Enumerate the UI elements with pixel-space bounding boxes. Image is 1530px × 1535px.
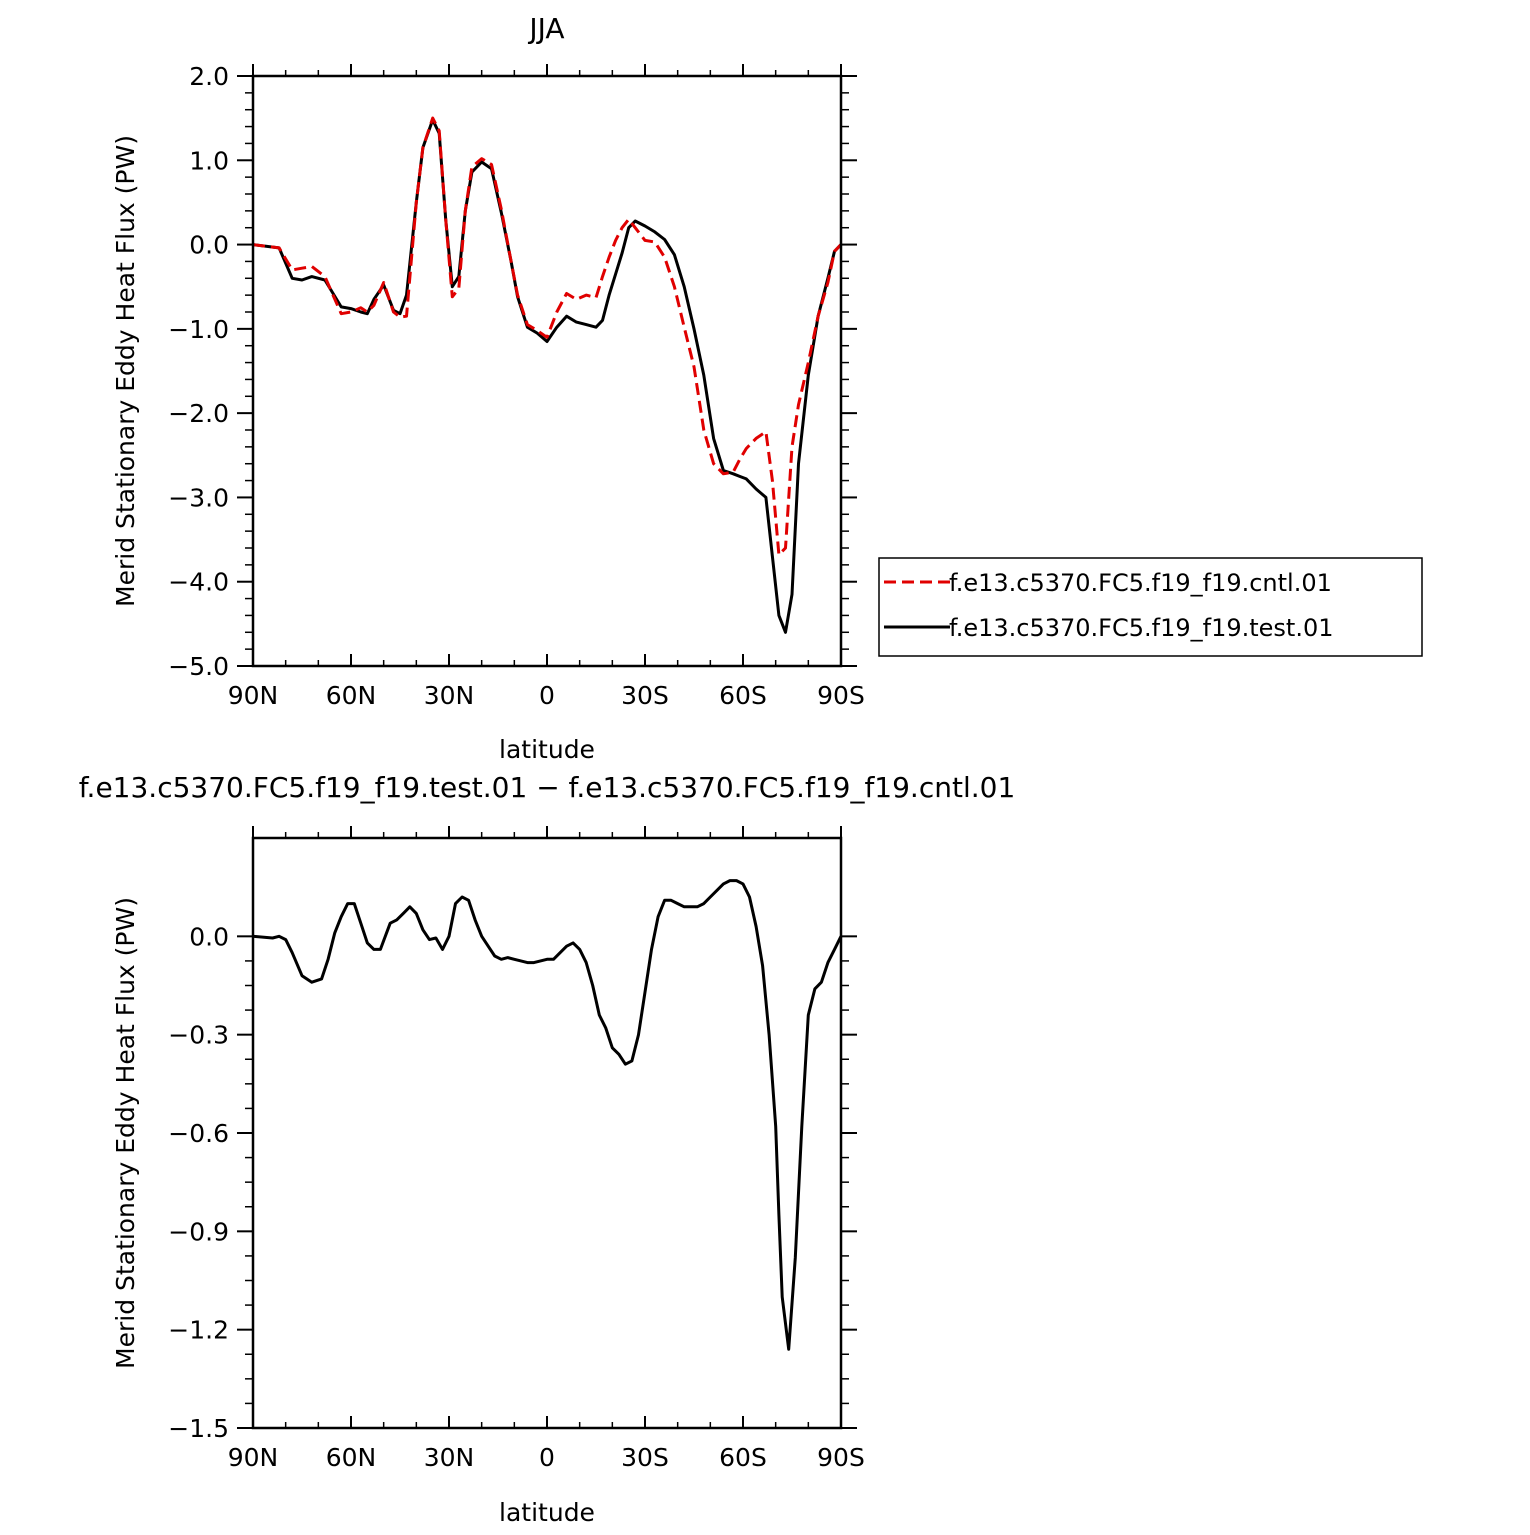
bottom-x-tick-label: 30S	[621, 1443, 669, 1472]
legend-label-cntl: f.e13.c5370.FC5.f19_f19.cntl.01	[949, 569, 1332, 597]
legend: f.e13.c5370.FC5.f19_f19.cntl.01 f.e13.c5…	[878, 557, 1423, 657]
bottom-x-tick-label: 90N	[228, 1443, 279, 1472]
bottom-series-line-difference	[252, 879, 843, 1351]
top-x-tick-label: 60N	[326, 681, 377, 710]
top-y-tick-label: −3.0	[168, 483, 229, 512]
top-x-tick-label: 0	[539, 681, 555, 710]
top-y-tick-label: −2.0	[168, 399, 229, 428]
bottom-x-tick-label: 90S	[817, 1443, 865, 1472]
top-x-tick-label: 90S	[817, 681, 865, 710]
top-series-line-cntl	[252, 116, 843, 557]
top-x-tick-label: 60S	[719, 681, 767, 710]
legend-box	[878, 557, 1423, 657]
top-y-tick-label: 0.0	[189, 231, 229, 260]
bottom-x-tick-label: 0	[539, 1443, 555, 1472]
bottom-y-tick-label: −1.2	[168, 1316, 229, 1345]
bottom-x-tick-label: 60S	[719, 1443, 767, 1472]
bottom-y-tick-label: −0.3	[168, 1021, 229, 1050]
top-y-tick-label: −1.0	[168, 315, 229, 344]
top-chart-panel: JJA 90N 60N 30N 0 30S 60S 90S 2.0 1.0 0.0 −1.0 −2.0…	[111, 12, 1423, 764]
bottom-y-tick-label: −1.5	[168, 1414, 229, 1443]
bottom-y-tick-label: −0.6	[168, 1119, 229, 1148]
bottom-chart-ticks	[237, 826, 857, 1429]
top-chart-series	[252, 116, 843, 634]
bottom-x-tick-label: 30N	[424, 1443, 475, 1472]
top-x-tick-label: 30N	[424, 681, 475, 710]
bottom-x-tick-label: 60N	[326, 1443, 377, 1472]
top-x-tick-label: 30S	[621, 681, 669, 710]
top-y-tick-label: 1.0	[189, 146, 229, 175]
legend-label-test: f.e13.c5370.FC5.f19_f19.test.01	[949, 614, 1334, 642]
top-series-line-test	[252, 118, 843, 634]
top-x-axis-label: latitude	[499, 735, 595, 764]
top-y-axis-label: Merid Stationary Eddy Heat Flux (PW)	[111, 135, 140, 607]
top-y-tick-label: −5.0	[168, 652, 229, 681]
top-chart-title: JJA	[527, 12, 564, 45]
top-chart-ticks	[237, 64, 857, 667]
bottom-chart-tick-labels: 90N 60N 30N 0 30S 60S 90S 0.0 −0.3 −0.6 −0.9 −1.2 −1…	[168, 922, 865, 1472]
top-y-tick-label: −4.0	[168, 568, 229, 597]
top-y-tick-label: 2.0	[189, 62, 229, 91]
bottom-y-tick-label: 0.0	[189, 922, 229, 951]
top-chart-tick-labels: 90N 60N 30N 0 30S 60S 90S 2.0 1.0 0.0 −1.0 −2.0 −3.0…	[168, 62, 865, 710]
top-plot-frame	[251, 74, 843, 668]
bottom-y-tick-label: −0.9	[168, 1217, 229, 1246]
bottom-chart-series	[252, 879, 843, 1351]
bottom-chart-title: f.e13.c5370.FC5.f19_f19.test.01 − f.e13.…	[79, 771, 1016, 804]
bottom-chart-panel: f.e13.c5370.FC5.f19_f19.test.01 − f.e13.…	[79, 771, 1016, 1527]
bottom-x-axis-label: latitude	[499, 1498, 595, 1527]
top-x-tick-label: 90N	[228, 681, 279, 710]
bottom-plot-frame	[251, 836, 843, 1430]
bottom-y-axis-label: Merid Stationary Eddy Heat Flux (PW)	[111, 897, 140, 1369]
